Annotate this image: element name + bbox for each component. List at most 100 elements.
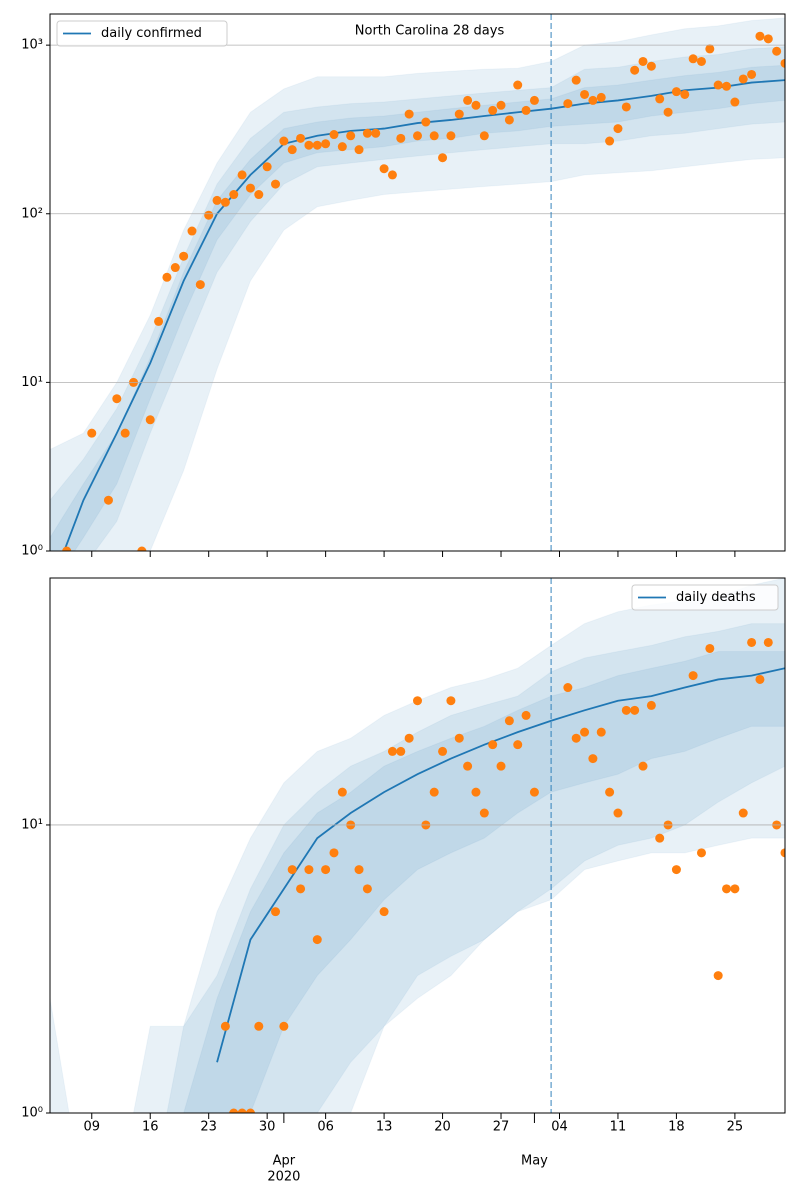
observed-point bbox=[162, 272, 172, 282]
observed-point bbox=[296, 133, 306, 143]
observed-point bbox=[321, 139, 331, 149]
observed-point bbox=[446, 696, 456, 706]
observed-point bbox=[588, 95, 598, 105]
observed-point bbox=[379, 907, 389, 917]
observed-point bbox=[705, 44, 715, 54]
observed-point bbox=[471, 100, 481, 110]
observed-point bbox=[496, 100, 506, 110]
observed-point bbox=[688, 54, 698, 64]
uncertainty-band bbox=[50, 64, 785, 551]
observed-point bbox=[271, 907, 281, 917]
observed-point bbox=[663, 107, 673, 117]
x-month-label: May bbox=[521, 1154, 548, 1169]
x-month-label: Apr bbox=[273, 1154, 296, 1169]
observed-point bbox=[237, 1108, 247, 1113]
observed-point bbox=[580, 89, 590, 99]
observed-point bbox=[705, 643, 715, 653]
observed-point bbox=[722, 884, 732, 894]
x-tick-label: 11 bbox=[610, 1120, 627, 1135]
observed-point bbox=[220, 1021, 230, 1031]
uncertainty-band bbox=[50, 46, 785, 551]
y-tick-label: 10⁰ bbox=[21, 544, 43, 559]
observed-point bbox=[638, 56, 648, 66]
observed-point bbox=[396, 133, 406, 143]
legend-label: daily confirmed bbox=[101, 26, 202, 41]
observed-point bbox=[187, 226, 197, 236]
uncertainty-band bbox=[50, 578, 785, 1113]
observed-point bbox=[362, 884, 372, 894]
axes-frame bbox=[49, 13, 786, 552]
observed-point bbox=[513, 740, 523, 750]
observed-point bbox=[329, 130, 339, 140]
observed-point bbox=[671, 87, 681, 97]
observed-point bbox=[362, 128, 372, 138]
observed-point bbox=[204, 210, 214, 220]
observed-point bbox=[680, 89, 690, 99]
observed-point bbox=[413, 131, 422, 141]
observed-point bbox=[521, 105, 531, 115]
observed-point bbox=[747, 69, 757, 79]
observed-point bbox=[471, 787, 481, 797]
legend-label: daily deaths bbox=[676, 590, 756, 605]
observed-point bbox=[379, 164, 389, 174]
observed-point bbox=[638, 761, 648, 771]
observed-point bbox=[613, 124, 623, 134]
observed-point bbox=[329, 848, 339, 858]
chart-title: North Carolina 28 days bbox=[355, 24, 505, 39]
observed-point bbox=[312, 935, 322, 945]
observed-point bbox=[429, 131, 439, 141]
observed-point bbox=[713, 971, 723, 981]
observed-point bbox=[62, 546, 72, 551]
observed-point bbox=[563, 99, 573, 109]
observed-point bbox=[780, 848, 785, 858]
series-line bbox=[63, 79, 785, 551]
x-tick-label: 06 bbox=[317, 1120, 334, 1135]
legend-box bbox=[631, 584, 779, 611]
uncertainty-band bbox=[50, 17, 785, 551]
x-tick-label: 09 bbox=[83, 1120, 100, 1135]
observed-point bbox=[646, 61, 656, 71]
observed-point bbox=[596, 727, 606, 737]
x-tick-label: 04 bbox=[551, 1120, 568, 1135]
observed-point bbox=[396, 746, 406, 756]
observed-point bbox=[371, 128, 381, 138]
observed-point bbox=[621, 102, 631, 112]
observed-point bbox=[212, 195, 222, 205]
observed-point bbox=[713, 80, 723, 90]
observed-point bbox=[170, 263, 180, 273]
observed-point bbox=[655, 833, 665, 843]
observed-point bbox=[696, 56, 706, 66]
observed-point bbox=[763, 637, 773, 647]
x-tick-label: 30 bbox=[259, 1120, 276, 1135]
observed-point bbox=[229, 190, 239, 200]
observed-point bbox=[621, 705, 631, 715]
observed-point bbox=[312, 140, 322, 150]
observed-point bbox=[154, 316, 164, 326]
y-tick-label: 10⁰ bbox=[21, 1106, 43, 1121]
observed-point bbox=[529, 787, 539, 797]
x-tick-label: 16 bbox=[142, 1120, 159, 1135]
observed-point bbox=[438, 746, 448, 756]
observed-point bbox=[337, 787, 347, 797]
observed-point bbox=[671, 865, 681, 875]
observed-point bbox=[262, 162, 272, 172]
observed-point bbox=[580, 727, 590, 737]
observed-point bbox=[571, 75, 581, 85]
observed-point bbox=[354, 145, 364, 155]
observed-point bbox=[254, 190, 264, 200]
observed-point bbox=[304, 140, 314, 150]
observed-point bbox=[646, 700, 656, 710]
observed-point bbox=[722, 81, 732, 91]
observed-point bbox=[521, 710, 531, 720]
observed-point bbox=[605, 136, 615, 146]
observed-point bbox=[630, 65, 640, 75]
observed-point bbox=[321, 865, 331, 875]
observed-point bbox=[630, 705, 640, 715]
observed-point bbox=[271, 179, 281, 189]
y-tick-label: 10¹ bbox=[21, 817, 43, 832]
observed-point bbox=[112, 394, 122, 404]
observed-point bbox=[145, 415, 155, 425]
observed-point bbox=[337, 142, 347, 152]
observed-point bbox=[446, 131, 456, 141]
series-line bbox=[216, 667, 785, 1063]
